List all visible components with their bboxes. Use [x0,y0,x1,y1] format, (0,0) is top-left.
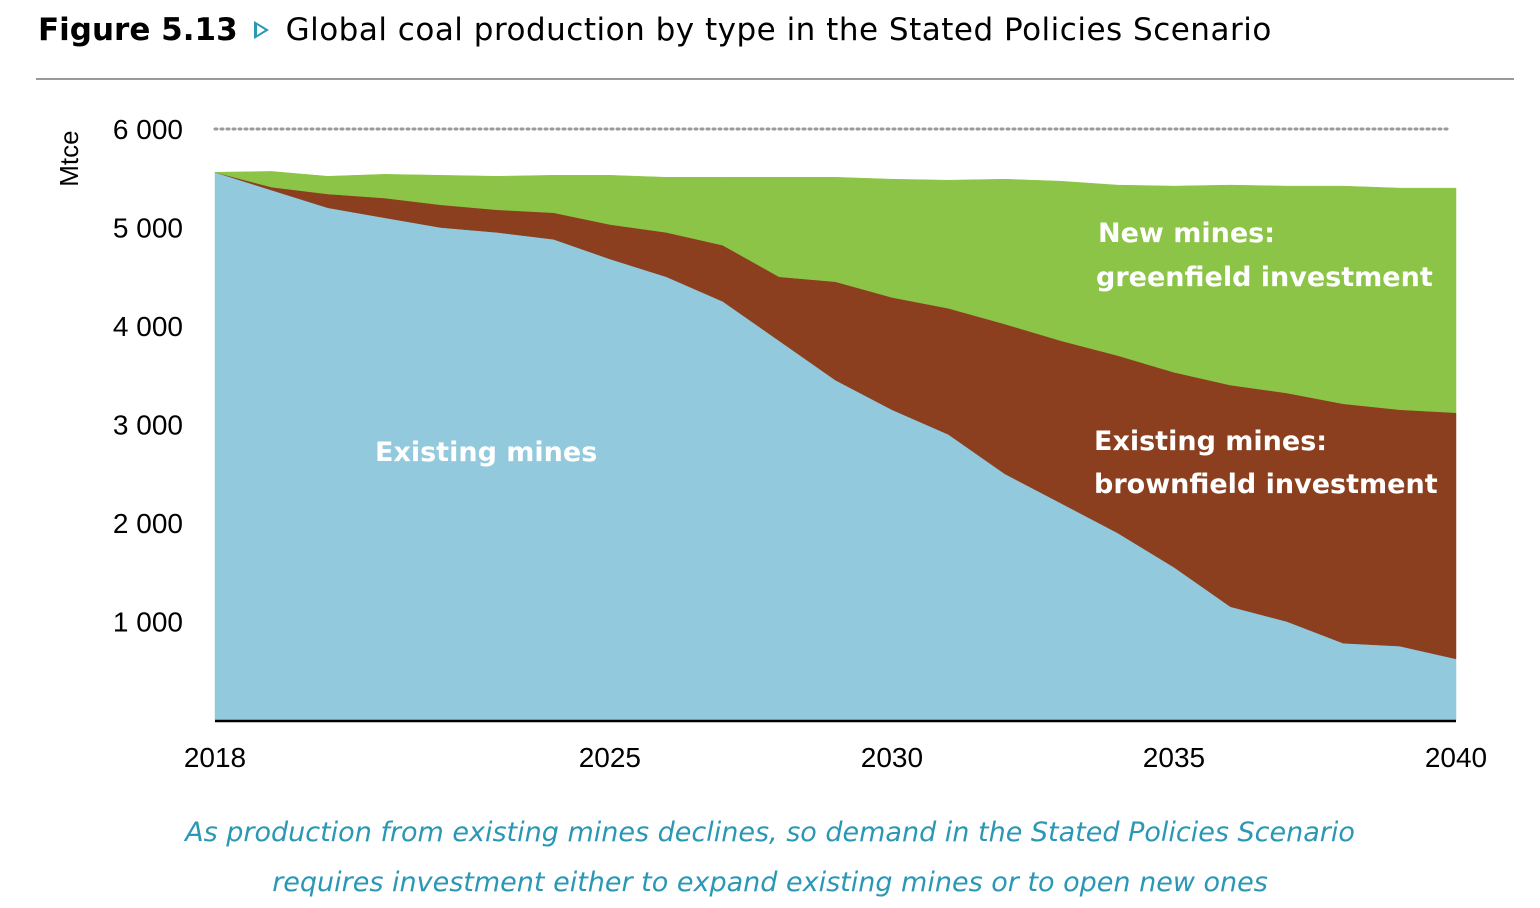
y-tick-label: 6 000 [113,114,183,145]
y-tick-label: 4 000 [113,311,183,342]
series-label: brownfield investment [1094,469,1438,500]
figure-caption: As production from existing mines declin… [0,808,1540,908]
coal-production-chart: 1 000 2 000 3 000 4 000 5 000 6 000 2018 2025 20… [54,114,1487,773]
figure-label: Figure 5.13 [38,12,238,48]
x-tick-label: 2025 [579,742,641,773]
x-tick-label: 2040 [1425,742,1487,773]
y-tick-label: 5 000 [113,213,183,244]
series-labels-group: Existing mines New mines: greenfield inves… [375,218,1438,500]
y-axis-label: Mtce [54,130,84,186]
y-tick-label: 1 000 [113,607,183,638]
area-series-group [214,171,1457,721]
axes-group: 1 000 2 000 3 000 4 000 5 000 6 000 2018 2025 20… [54,114,1487,773]
series-label: Existing mines [375,437,597,468]
caption-line-1: As production from existing mines declin… [185,817,1355,848]
series-label: greenfield investment [1096,262,1433,293]
y-tick-label: 3 000 [113,410,183,441]
figure-title: Global coal production by type in the St… [285,12,1272,48]
caption-line-2: requires investment either to expand exi… [272,867,1268,898]
header-divider [36,78,1514,80]
y-tick-label: 2 000 [113,508,183,539]
triangle-arrow-icon [254,21,270,39]
area-new-mines-greenfield-investment [214,171,1457,413]
x-tick-label: 2030 [861,742,923,773]
series-label: New mines: [1098,218,1275,249]
figure-header: Figure 5.13 Global coal production by ty… [38,12,1272,60]
x-tick-label: 2035 [1143,742,1205,773]
x-tick-label: 2018 [184,742,246,773]
series-label: Existing mines: [1094,426,1327,457]
